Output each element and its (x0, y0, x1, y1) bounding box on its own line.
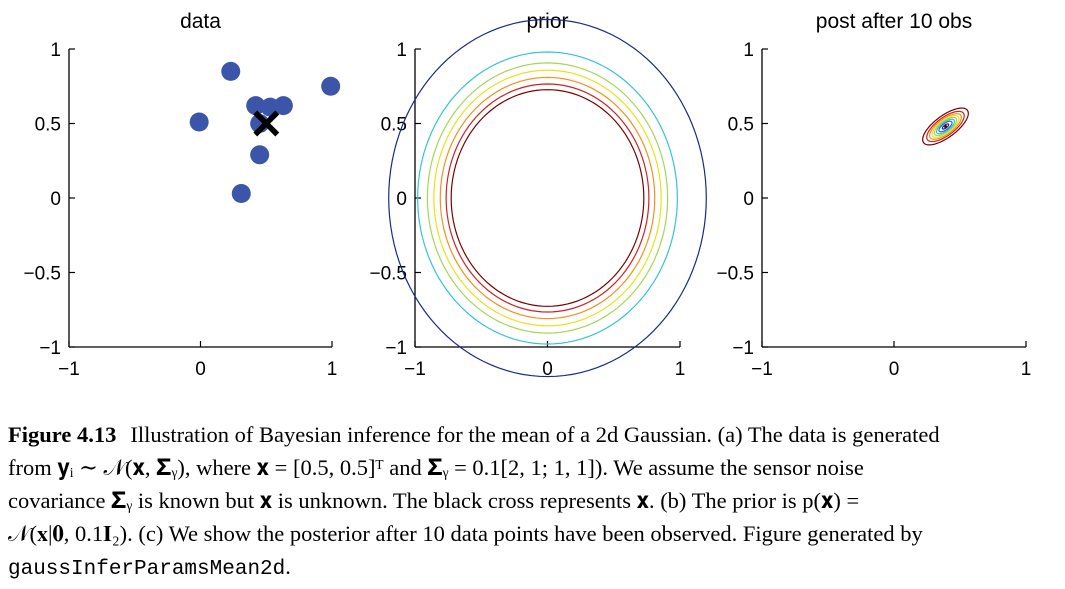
contour-line (931, 115, 960, 138)
panel-posterior: post after 10 obs 1 0.5 0 −0.5 −1−1 0 1 (716, 10, 1031, 380)
contour-line (439, 76, 656, 320)
x-tick-label: 1 (327, 359, 338, 380)
x-tick-label: 1 (1021, 359, 1032, 380)
y-tick-label: −1 (385, 338, 407, 359)
figure-caption: Figure 4.13 Illustration of Bayesian infe… (8, 418, 1050, 586)
y-tick-label: 0 (743, 189, 754, 210)
data-point (231, 184, 251, 204)
caption-end: . (285, 554, 291, 579)
contour-line (445, 83, 650, 313)
contour-line (933, 116, 958, 137)
y-tick-label: −0.5 (23, 264, 61, 285)
contour-line (388, 18, 707, 378)
contour-line (450, 89, 645, 307)
caption-line-2: from 𝐲ᵢ ∼ 𝒩(𝐱, 𝚺ᵧ), where 𝐱 = [0.5, 0.5]… (8, 455, 864, 480)
panel-title: data (180, 10, 221, 33)
panel-data: data 1 0.5 0 −0.5 −1−1 0 1 (23, 10, 341, 380)
code-name: gaussInferParamsMean2d (8, 558, 286, 581)
data-point (189, 112, 209, 132)
x-tick-label: −1 (58, 359, 80, 380)
data-point (273, 96, 293, 116)
caption-line-3: covariance 𝚺ᵧ is known but 𝐱 is unknown.… (8, 488, 860, 513)
panel-title: prior (526, 10, 568, 33)
data-point (221, 61, 241, 81)
contour-line (417, 51, 678, 345)
caption-line-4: 𝒩(𝐱|𝟎, 0.1𝐈₂). (c) We show the posterior… (8, 521, 923, 546)
contour-line (922, 107, 969, 146)
y-tick-label: 1 (743, 40, 754, 61)
y-tick-label: −0.5 (369, 264, 407, 285)
contour-line (938, 120, 953, 133)
figure-label: Figure 4.13 (8, 422, 117, 447)
x-tick-label: 1 (675, 359, 686, 380)
caption-line-1: Figure 4.13 Illustration of Bayesian infe… (8, 418, 1050, 451)
contour-line (433, 69, 662, 327)
y-tick-label: −1 (39, 338, 61, 359)
data-point (246, 96, 266, 116)
contour-line (941, 123, 950, 130)
y-tick-label: −0.5 (716, 264, 754, 285)
x-tick-label: 0 (542, 359, 553, 380)
contour-peak (943, 124, 948, 129)
y-tick-label: 1 (396, 40, 407, 61)
y-tick-label: 0.5 (35, 115, 61, 136)
y-tick-label: 0 (50, 189, 61, 210)
data-point (250, 145, 270, 165)
contour-line (929, 113, 962, 140)
x-tick-label: −1 (751, 359, 773, 380)
figure-panels: data 1 0.5 0 −0.5 −1 −1 0 1 prior 1 0.5 0 −0.5 −1 −1 0 1… (23, 10, 1031, 380)
y-tick-label: 1 (50, 40, 61, 61)
x-tick-label: 0 (195, 359, 206, 380)
y-tick-label: −1 (732, 338, 754, 359)
contour-line (935, 118, 956, 135)
contour-line (426, 62, 669, 334)
contour-line (926, 110, 965, 143)
caption-line-5: gaussInferParamsMean2d. (8, 550, 1050, 586)
data-point (321, 76, 341, 96)
panel-title: post after 10 obs (816, 10, 972, 33)
y-tick-label: 0 (396, 189, 407, 210)
x-tick-label: 0 (889, 359, 900, 380)
x-tick-label: −1 (404, 359, 426, 380)
cross-marker-stroke (253, 110, 280, 137)
y-tick-label: 0.5 (728, 115, 754, 136)
caption-text-1: Illustration of Bayesian inference for t… (130, 422, 940, 447)
